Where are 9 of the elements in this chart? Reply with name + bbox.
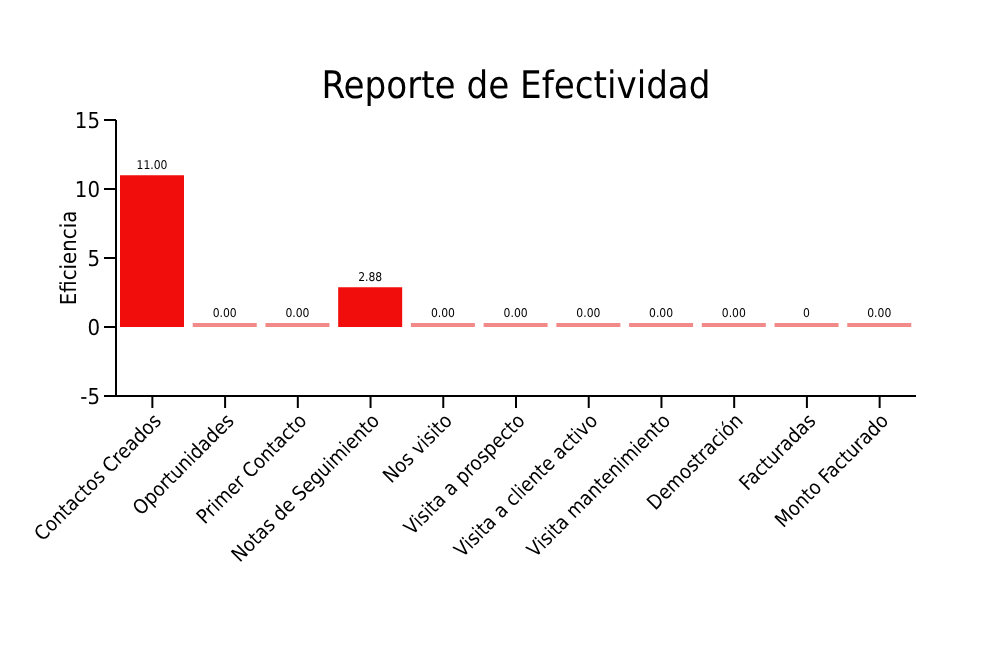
y-tick-label: 15 <box>74 107 100 134</box>
y-tick-label: 5 <box>87 245 100 272</box>
chart-title: Reporte de Efectividad <box>319 64 713 108</box>
bar <box>338 287 403 327</box>
y-axis-title: Eficiencia <box>55 210 82 306</box>
y-tick-label: 10 <box>74 176 100 203</box>
y-tick-label: 0 <box>87 314 100 341</box>
y-tick-label: -5 <box>80 383 100 410</box>
bar <box>120 175 184 327</box>
